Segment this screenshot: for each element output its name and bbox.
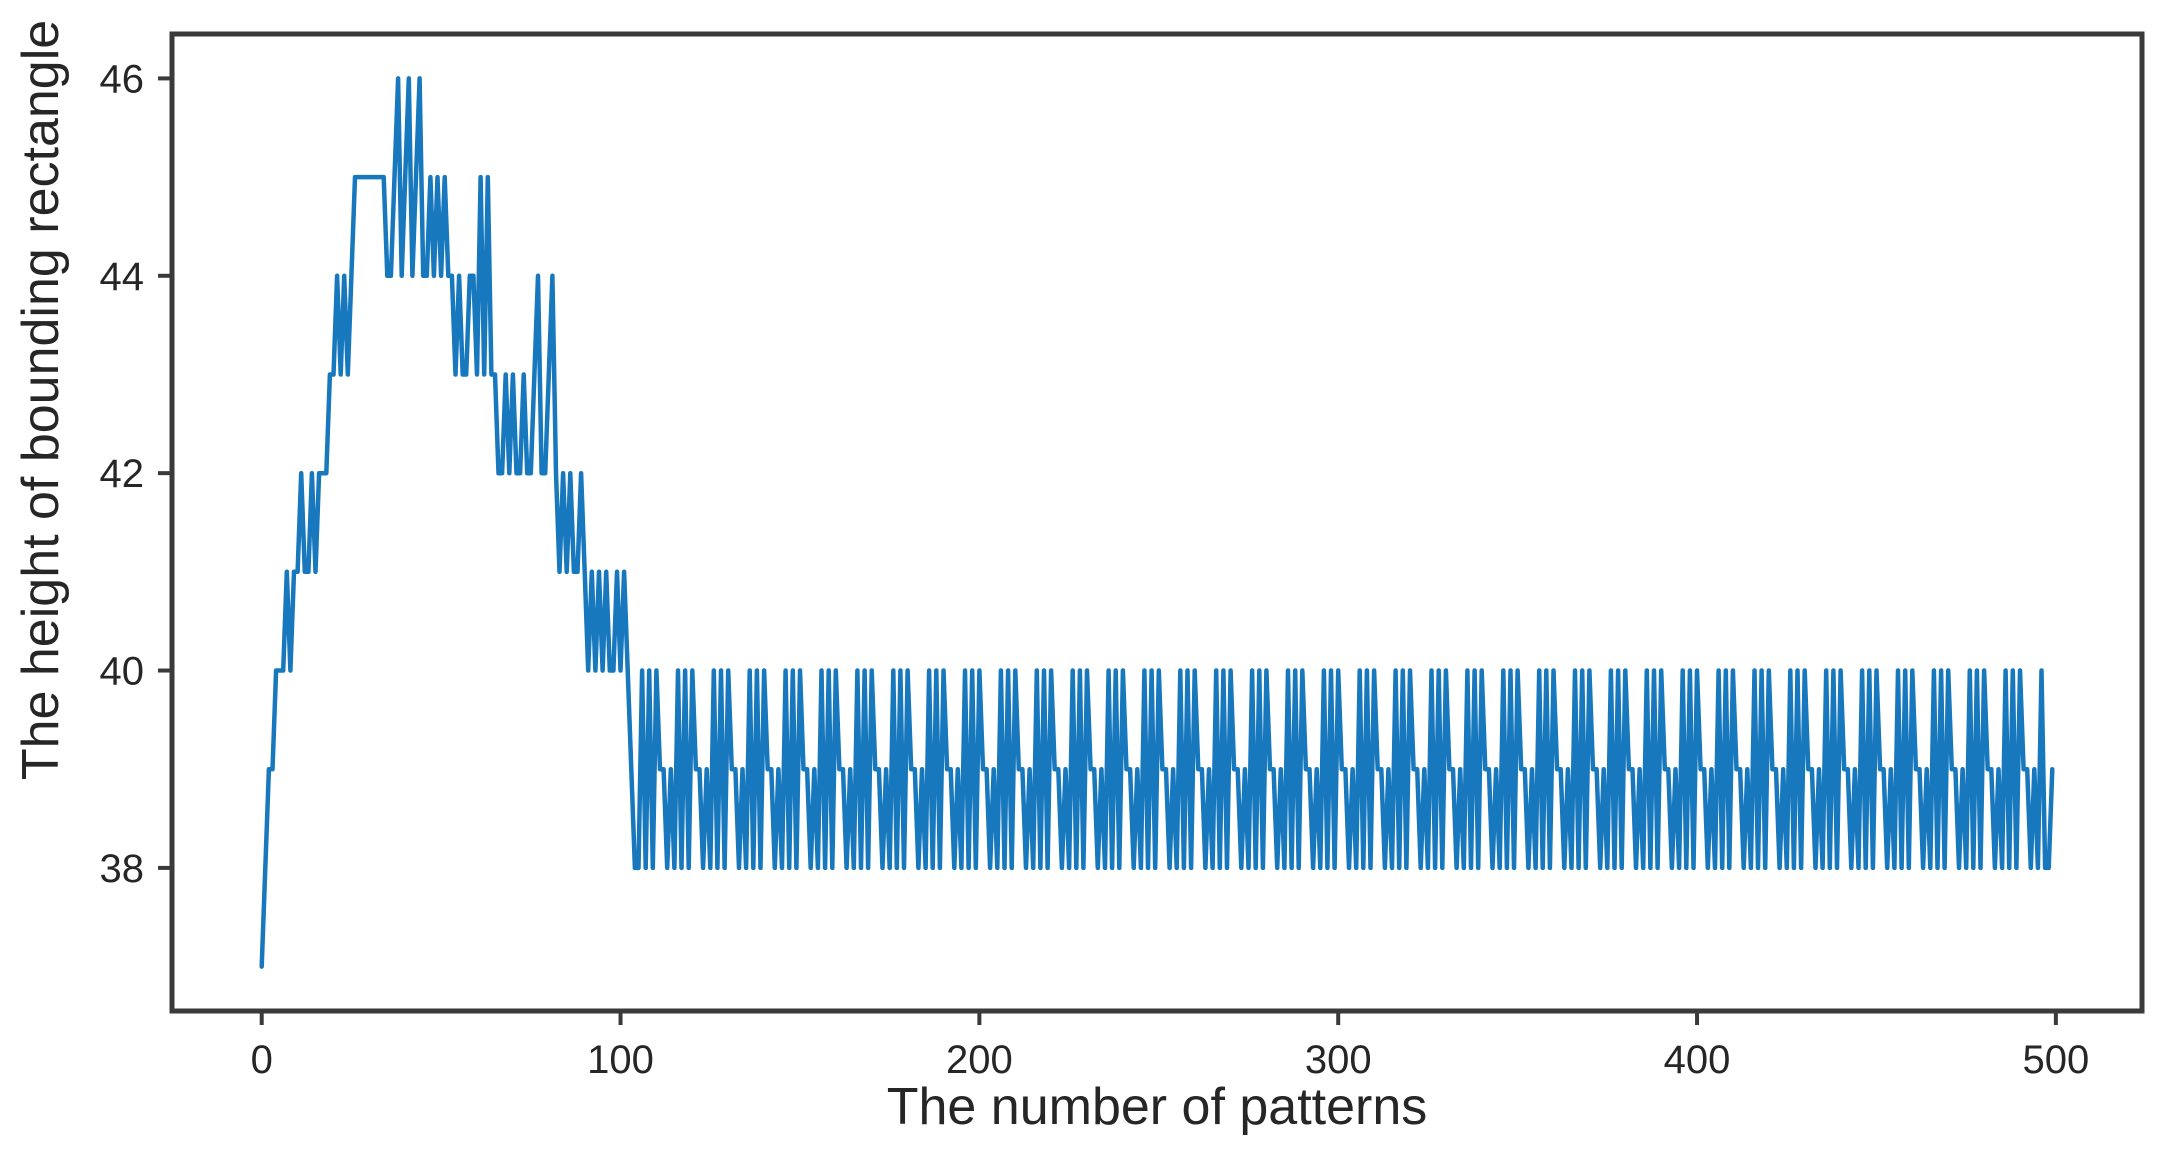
- x-tick-label: 400: [1664, 1038, 1731, 1082]
- y-tick-label: 42: [100, 452, 145, 496]
- y-axis-label: The height of bounding rectangle: [12, 20, 70, 780]
- x-tick-label: 200: [946, 1038, 1013, 1082]
- y-tick-label: 40: [100, 650, 145, 694]
- series-line: [259, 76, 2055, 969]
- y-tick-label: 44: [100, 255, 145, 299]
- x-tick-label: 0: [251, 1038, 273, 1082]
- x-axis-label: The number of patterns: [887, 1078, 1428, 1136]
- axes-frame: [169, 31, 2145, 1014]
- y-tick-label: 46: [100, 57, 145, 101]
- y-tick-label: 38: [100, 847, 145, 891]
- x-tick-label: 300: [1305, 1038, 1372, 1082]
- x-tick-label: 500: [2023, 1038, 2090, 1082]
- axis-tick-labels: 0 100 200 300 400 500 38 40 42 44 46: [100, 57, 2090, 1082]
- x-tick-label: 100: [587, 1038, 654, 1082]
